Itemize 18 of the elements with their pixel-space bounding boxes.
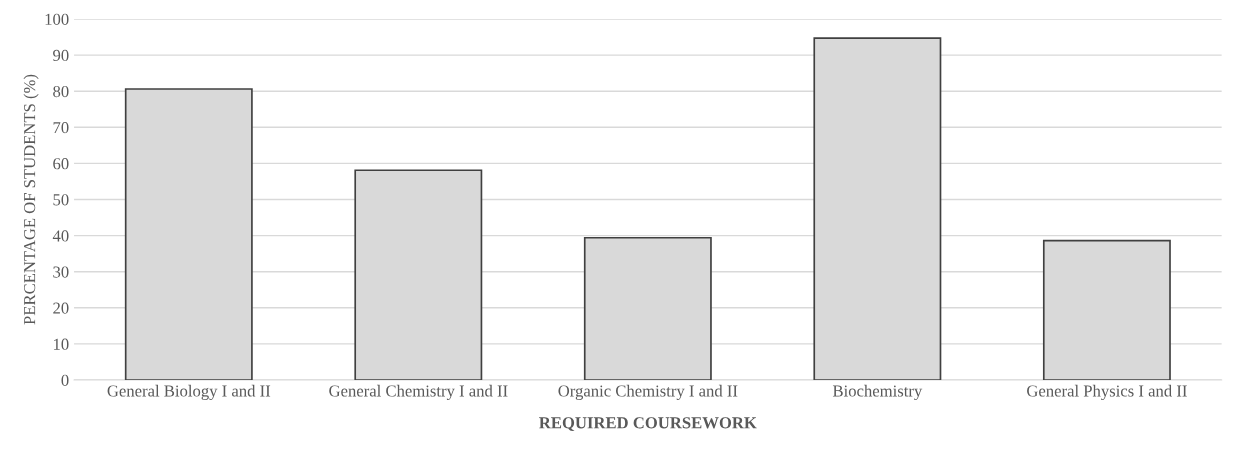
x-tick-label: General Biology I and II [107,384,271,401]
y-tick-label: 20 [53,302,69,314]
x-tick-label: General Physics I and II [1027,384,1187,401]
y-tick-label: 100 [45,13,69,25]
y-tick-label: 30 [53,266,69,278]
y-tick-label: 90 [53,49,69,62]
x-tick-label: Biochemistry [832,384,923,401]
x-tick-label: General Chemistry I and II [329,384,508,401]
y-tick-label: 60 [53,158,69,170]
y-tick-label: 10 [53,338,69,350]
y-axis-title: PERCENTAGE OF STUDENTS (%) [23,74,39,325]
y-tick-label: 40 [52,230,69,242]
y-tick-label: 80 [53,85,69,98]
x-axis-title: REQUIRED COURSEWORK [539,417,757,431]
y-tick-label: 50 [53,194,69,206]
y-tick-label: 70 [53,122,69,134]
x-tick-label: Organic Chemistry I and II [558,384,738,401]
y-tick-label: 0 [61,374,69,386]
